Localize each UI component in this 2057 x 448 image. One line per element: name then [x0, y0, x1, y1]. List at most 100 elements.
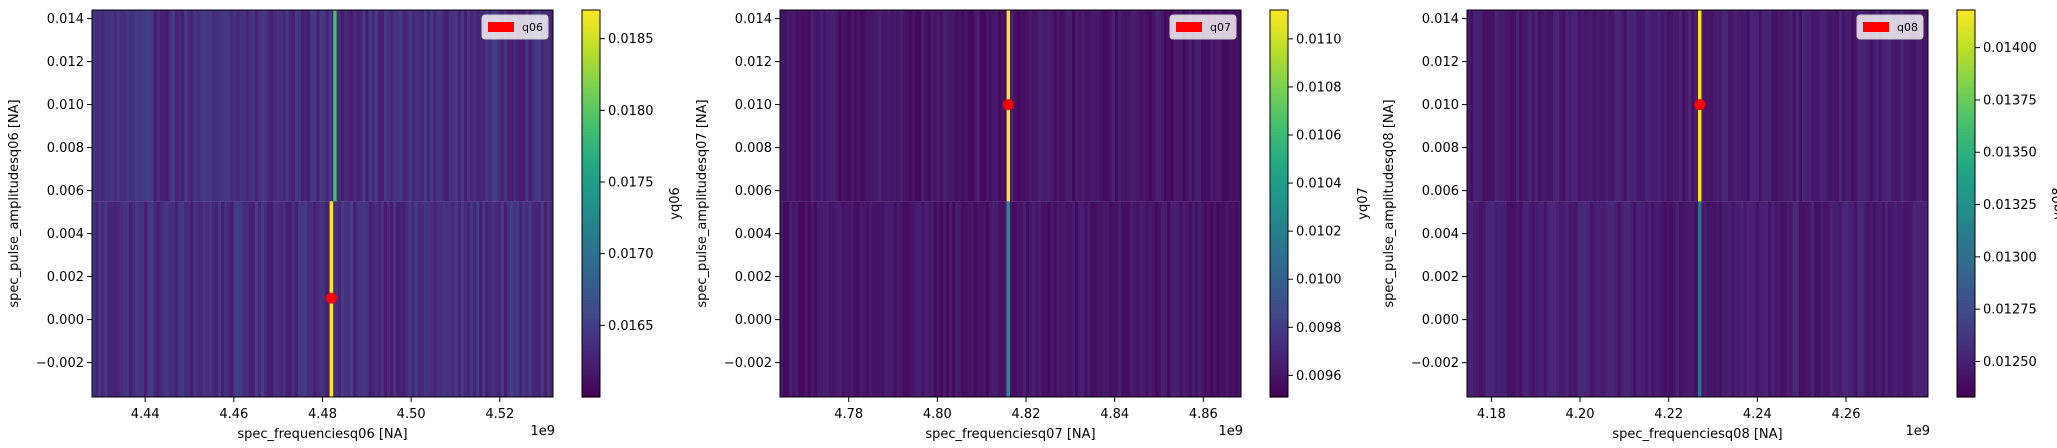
colorbar-segment: [1270, 135, 1288, 140]
colorbar-segment: [582, 68, 600, 72]
heatmap-cell: [374, 10, 379, 202]
colorbar-segment: [582, 16, 600, 21]
y-tick-label: 0.000: [47, 313, 84, 328]
heatmap-cell: [1222, 10, 1227, 202]
heatmap-cell: [1173, 201, 1178, 397]
colorbar-segment: [1270, 180, 1288, 185]
heatmap-cell: [1173, 10, 1178, 202]
heatmap-cell: [1093, 10, 1098, 202]
colorbar-segment: [582, 342, 600, 347]
colorbar-segment: [1270, 187, 1288, 192]
heatmap-cell: [291, 201, 296, 397]
colorbar-segment: [1270, 84, 1288, 88]
heatmap-cell: [1087, 201, 1091, 397]
heatmap-cell: [992, 201, 996, 397]
heatmap-cell: [1032, 201, 1036, 397]
heatmap: [1467, 10, 1928, 397]
heatmap-cell: [165, 201, 170, 397]
heatmap-cell: [1817, 201, 1822, 397]
legend-label: q07: [1210, 21, 1231, 34]
heatmap-cell: [214, 10, 219, 202]
heatmap-cell: [509, 10, 514, 202]
heatmap-cell: [939, 10, 944, 202]
heatmap-cell: [878, 201, 883, 397]
heatmap-cell: [340, 201, 345, 397]
heatmap-cell: [1513, 10, 1517, 202]
colorbar-segment: [1270, 284, 1288, 288]
y-tick-label: 0.008: [1422, 141, 1459, 156]
colorbar-segment: [1270, 106, 1288, 111]
heatmap-cell: [1467, 201, 1471, 397]
colorbar-segment: [1957, 306, 1975, 311]
heatmap-cell: [1789, 10, 1794, 202]
colorbar-segment: [1270, 190, 1288, 195]
heatmap-cell: [1719, 10, 1723, 202]
heatmap-cell: [543, 201, 548, 397]
colorbar-segment: [1270, 274, 1288, 279]
heatmap-cell: [408, 10, 413, 202]
heatmap-cell: [187, 201, 191, 397]
colorbar-segment: [1270, 171, 1288, 176]
heatmap-cell: [417, 10, 422, 202]
heatmap-cell: [1706, 201, 1711, 397]
heatmap-cell: [838, 201, 843, 397]
heatmap-cell: [310, 201, 314, 397]
colorbar-segment: [1270, 322, 1288, 327]
heatmap-cell: [1746, 201, 1751, 397]
colorbar-segment: [1957, 22, 1975, 27]
colorbar-segment: [1270, 45, 1288, 50]
heatmap-cell: [128, 10, 133, 202]
heatmap-cell: [930, 201, 935, 397]
heatmap-cell: [1808, 10, 1812, 202]
heatmap-cell: [534, 201, 539, 397]
legend-swatch: [1863, 22, 1889, 32]
heatmap-cell: [1749, 10, 1754, 202]
colorbar-segment: [1957, 203, 1975, 208]
heatmap-cell: [1519, 201, 1523, 397]
colorbar-segment: [1270, 367, 1288, 372]
colorbar-segment: [1957, 119, 1975, 124]
heatmap-cell: [1494, 10, 1499, 202]
colorbar-segment: [1270, 35, 1288, 40]
heatmap-cell: [454, 201, 459, 397]
colorbar-tick-label: 0.01325: [1983, 198, 2037, 213]
heatmap-cell: [1522, 10, 1526, 202]
heatmap-cell: [141, 10, 145, 202]
heatmap-cell: [862, 10, 867, 202]
heatmap-cell: [1765, 201, 1769, 397]
heatmap-cell: [436, 201, 440, 397]
heatmap-cell: [893, 201, 898, 397]
heatmap-cell: [1685, 10, 1689, 202]
heatmap-cell: [1164, 201, 1168, 397]
colorbar-tick-label: 0.0185: [608, 32, 654, 47]
heatmap-cell: [1740, 201, 1745, 397]
colorbar-segment: [1270, 226, 1288, 230]
heatmap-cell: [1611, 201, 1616, 397]
heatmap-cell: [906, 201, 910, 397]
heatmap-cell: [1503, 201, 1508, 397]
colorbar-segment: [582, 390, 600, 395]
heatmap-cell: [985, 10, 990, 202]
heatmap-cell: [1906, 201, 1911, 397]
colorbar-segment: [1270, 358, 1288, 363]
colorbar-segment: [582, 100, 600, 105]
heatmap-cell: [506, 10, 511, 202]
colorbar-segment: [1957, 284, 1975, 288]
heatmap-cell: [202, 201, 207, 397]
colorbar-segment: [1957, 193, 1975, 198]
colorbar-segment: [1270, 332, 1288, 337]
heatmap-cell: [992, 10, 996, 202]
heatmap-cell: [261, 201, 265, 397]
colorbar-segment: [582, 287, 600, 292]
colorbar-segment: [582, 358, 600, 363]
heatmap-cell: [1888, 10, 1892, 202]
heatmap-cell: [1032, 10, 1036, 202]
heatmap-cell: [1629, 201, 1634, 397]
colorbar-segment: [1957, 300, 1975, 305]
heatmap-cell: [270, 10, 274, 202]
heatmap-cell: [1786, 10, 1791, 202]
colorbar-segment: [1270, 122, 1288, 127]
colorbar-segment: [1270, 26, 1288, 30]
heatmap-cell: [135, 201, 139, 397]
heatmap-cell: [958, 10, 962, 202]
